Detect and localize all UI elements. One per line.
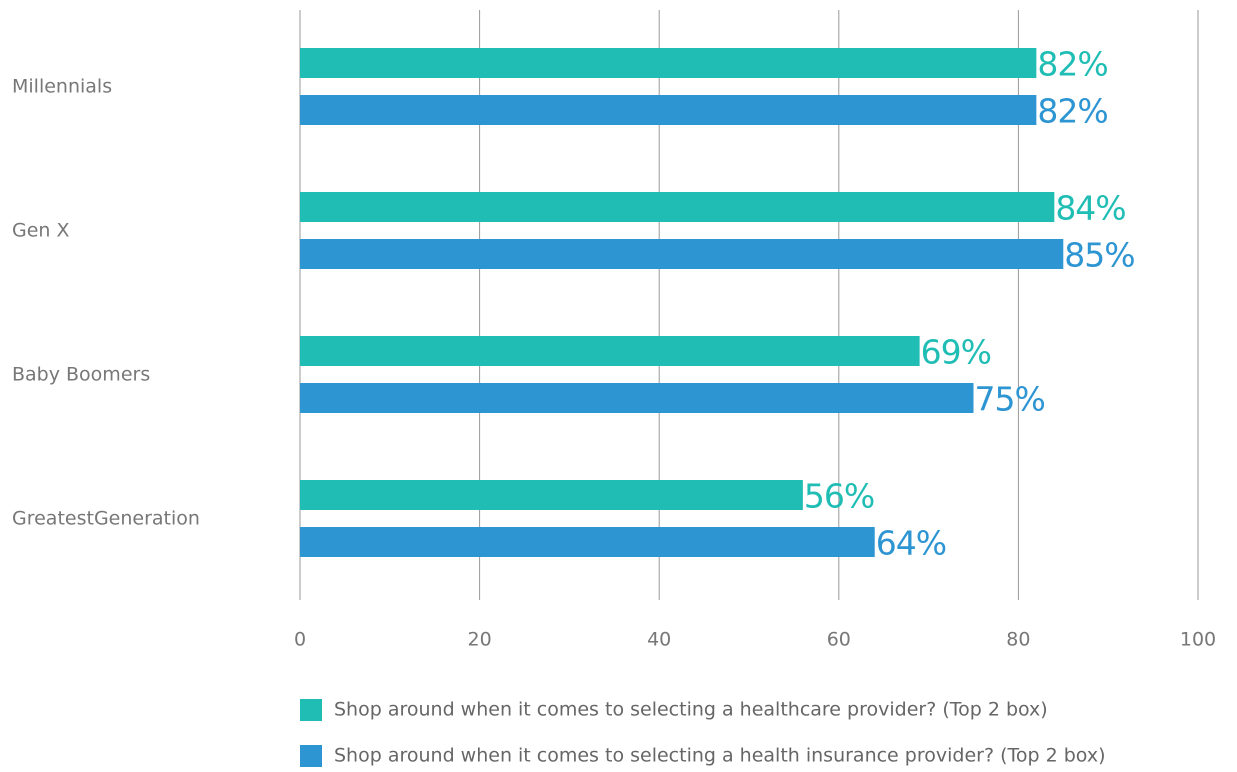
value-label: 85% [1064,236,1134,275]
x-tick-label: 100 [1180,629,1216,651]
x-tick-label: 0 [294,629,306,651]
category-label: Baby Boomers [12,364,150,386]
bar [300,336,920,366]
category-label: GreatestGeneration [12,508,200,530]
bar [300,95,1037,125]
bar [300,527,875,557]
bar [300,192,1055,222]
x-tick-label: 60 [827,629,851,651]
category-label: Gen X [12,220,70,242]
bar [300,480,803,510]
value-label: 69% [921,333,991,372]
value-label: 75% [975,380,1045,419]
bar [300,383,974,413]
value-label: 84% [1055,189,1125,228]
legend-label: Shop around when it comes to selecting a… [334,745,1105,767]
x-tick-label: 80 [1006,629,1030,651]
bar [300,239,1064,269]
x-tick-label: 40 [647,629,671,651]
category-label: Millennials [12,76,112,98]
bar [300,48,1037,78]
value-label: 64% [876,524,946,563]
value-label: 82% [1037,92,1107,131]
value-label: 82% [1037,45,1107,84]
value-label: 56% [804,477,874,516]
legend-swatch [300,745,322,767]
legend-swatch [300,699,322,721]
legend-label: Shop around when it comes to selecting a… [334,699,1048,721]
x-tick-label: 20 [468,629,492,651]
